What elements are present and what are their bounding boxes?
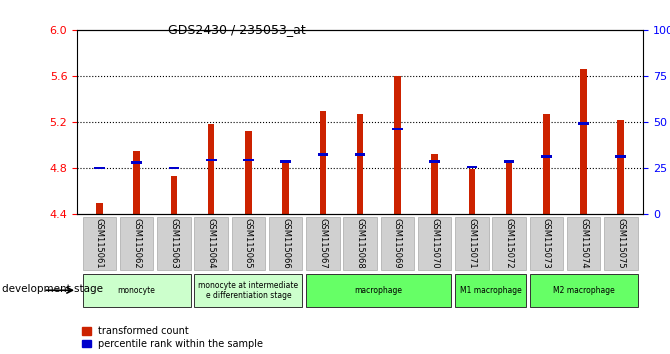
Bar: [169, 167, 180, 170]
Bar: [133, 151, 140, 214]
Bar: [541, 155, 551, 158]
Bar: [466, 166, 477, 168]
Text: M1 macrophage: M1 macrophage: [460, 286, 521, 295]
Bar: [354, 153, 366, 156]
Text: GSM115067: GSM115067: [318, 218, 328, 268]
Bar: [171, 176, 178, 214]
FancyBboxPatch shape: [194, 217, 228, 270]
Text: GSM115062: GSM115062: [132, 218, 141, 268]
FancyBboxPatch shape: [343, 217, 377, 270]
Text: GSM115074: GSM115074: [579, 218, 588, 268]
FancyBboxPatch shape: [232, 217, 265, 270]
Bar: [578, 122, 589, 125]
Bar: [394, 76, 401, 214]
Bar: [356, 114, 364, 214]
Text: GSM115072: GSM115072: [505, 218, 514, 268]
Text: GSM115068: GSM115068: [356, 218, 364, 268]
Text: development stage: development stage: [2, 284, 103, 294]
FancyBboxPatch shape: [120, 217, 153, 270]
Legend: transformed count, percentile rank within the sample: transformed count, percentile rank withi…: [82, 326, 263, 349]
Text: GSM115064: GSM115064: [206, 218, 216, 268]
Bar: [280, 160, 291, 162]
Text: monocyte at intermediate
e differentiation stage: monocyte at intermediate e differentiati…: [198, 281, 298, 300]
Bar: [96, 203, 103, 214]
Bar: [429, 160, 440, 162]
FancyBboxPatch shape: [194, 274, 302, 307]
Bar: [245, 131, 252, 214]
FancyBboxPatch shape: [604, 217, 638, 270]
FancyBboxPatch shape: [306, 274, 452, 307]
FancyBboxPatch shape: [269, 217, 302, 270]
Text: M2 macrophage: M2 macrophage: [553, 286, 614, 295]
Bar: [392, 128, 403, 130]
Bar: [616, 155, 626, 158]
Bar: [318, 153, 328, 156]
FancyBboxPatch shape: [82, 274, 191, 307]
Text: GSM115070: GSM115070: [430, 218, 439, 268]
Bar: [131, 161, 142, 164]
Text: macrophage: macrophage: [354, 286, 403, 295]
Text: GSM115066: GSM115066: [281, 218, 290, 268]
Bar: [506, 162, 513, 214]
FancyBboxPatch shape: [157, 217, 191, 270]
Bar: [468, 169, 475, 214]
Text: GSM115069: GSM115069: [393, 218, 402, 268]
FancyBboxPatch shape: [418, 217, 452, 270]
Bar: [618, 120, 624, 214]
Bar: [320, 111, 326, 214]
FancyBboxPatch shape: [455, 217, 488, 270]
Bar: [282, 162, 289, 214]
Text: GSM115063: GSM115063: [170, 218, 178, 268]
Text: GSM115075: GSM115075: [616, 218, 625, 268]
Text: GSM115065: GSM115065: [244, 218, 253, 268]
FancyBboxPatch shape: [455, 274, 526, 307]
Bar: [206, 159, 216, 161]
FancyBboxPatch shape: [381, 217, 414, 270]
FancyBboxPatch shape: [492, 217, 526, 270]
Text: GSM115061: GSM115061: [95, 218, 104, 268]
Text: monocyte: monocyte: [118, 286, 155, 295]
Bar: [543, 114, 549, 214]
Bar: [94, 167, 105, 170]
Bar: [580, 69, 587, 214]
FancyBboxPatch shape: [567, 217, 600, 270]
Bar: [431, 154, 438, 214]
Bar: [504, 160, 515, 162]
Text: GSM115071: GSM115071: [468, 218, 476, 268]
Bar: [243, 159, 254, 161]
Text: GSM115073: GSM115073: [542, 218, 551, 268]
FancyBboxPatch shape: [306, 217, 340, 270]
Bar: [208, 125, 214, 214]
FancyBboxPatch shape: [529, 217, 563, 270]
FancyBboxPatch shape: [82, 217, 116, 270]
Text: GDS2430 / 235053_at: GDS2430 / 235053_at: [168, 23, 306, 36]
FancyBboxPatch shape: [529, 274, 638, 307]
